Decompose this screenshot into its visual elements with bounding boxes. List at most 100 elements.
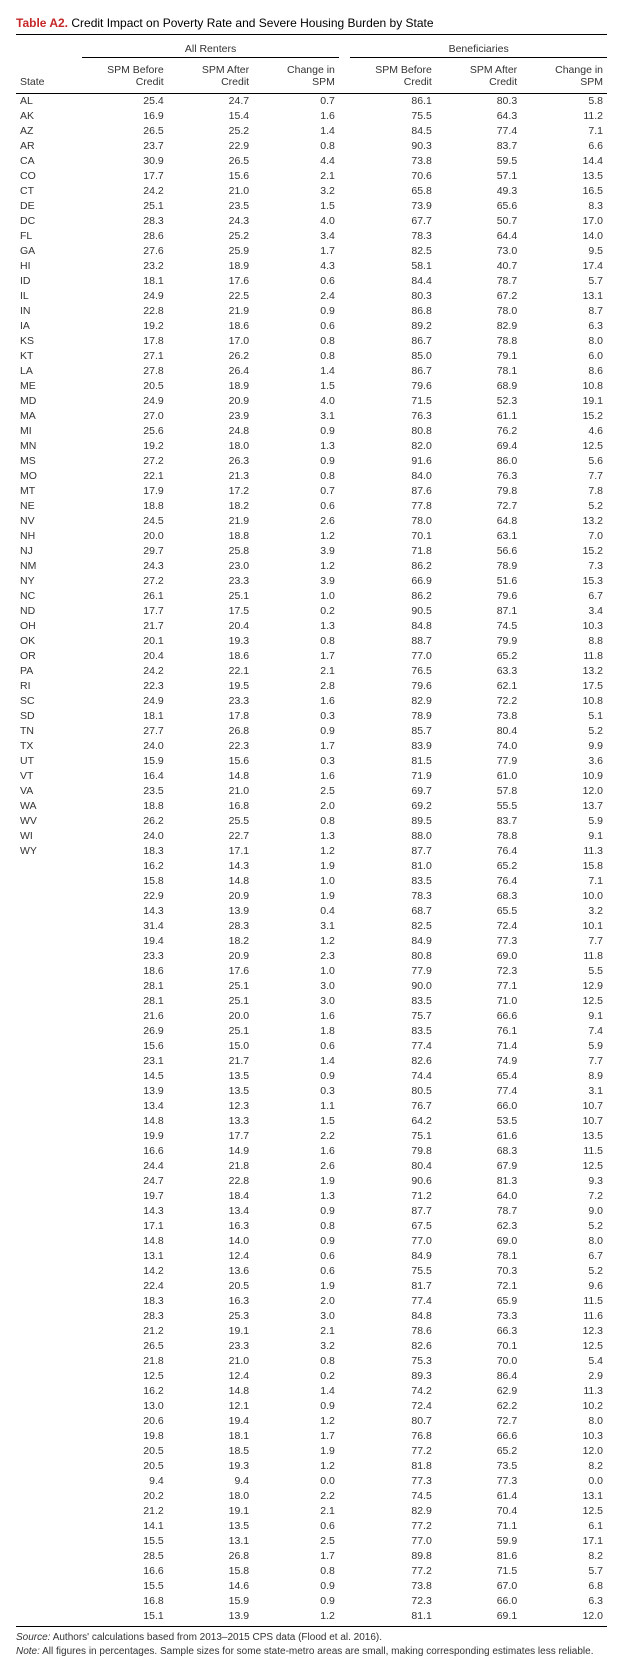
- cell-f: 13.2: [521, 514, 607, 529]
- cell-a: 26.5: [82, 124, 168, 139]
- cell-e: 76.2: [436, 424, 521, 439]
- cell-c: 0.6: [253, 1519, 339, 1534]
- cell-b: 17.7: [168, 1129, 253, 1144]
- cell-e: 73.0: [436, 244, 521, 259]
- cell-d: 85.0: [350, 349, 436, 364]
- cell-c: 4.0: [253, 214, 339, 229]
- table-row: 18.316.32.077.465.911.5: [16, 1294, 607, 1309]
- cell-f: 5.8: [521, 93, 607, 109]
- cell-state: VT: [16, 769, 82, 784]
- cell-a: 14.1: [82, 1519, 168, 1534]
- cell-e: 79.6: [436, 589, 521, 604]
- cell-b: 23.9: [168, 409, 253, 424]
- cell-d: 86.7: [350, 334, 436, 349]
- cell-f: 17.5: [521, 679, 607, 694]
- cell-e: 72.4: [436, 919, 521, 934]
- cell-f: 10.1: [521, 919, 607, 934]
- cell-c: 1.6: [253, 769, 339, 784]
- cell-state: WI: [16, 829, 82, 844]
- table-row: MD24.920.94.071.552.319.1: [16, 394, 607, 409]
- cell-c: 1.4: [253, 1384, 339, 1399]
- cell-state: [16, 1594, 82, 1609]
- cell-state: SD: [16, 709, 82, 724]
- cell-b: 18.2: [168, 499, 253, 514]
- cell-c: 4.0: [253, 394, 339, 409]
- cell-d: 83.5: [350, 1024, 436, 1039]
- cell-b: 13.9: [168, 904, 253, 919]
- cell-e: 73.8: [436, 709, 521, 724]
- table-row: IA19.218.60.689.282.96.3: [16, 319, 607, 334]
- cell-c: 2.1: [253, 664, 339, 679]
- cell-b: 21.9: [168, 304, 253, 319]
- cell-e: 70.4: [436, 1504, 521, 1519]
- cell-d: 86.2: [350, 589, 436, 604]
- cell-f: 12.9: [521, 979, 607, 994]
- cell-c: 2.4: [253, 289, 339, 304]
- cell-a: 22.1: [82, 469, 168, 484]
- cell-state: [16, 949, 82, 964]
- cell-f: 7.3: [521, 559, 607, 574]
- cell-state: [16, 1489, 82, 1504]
- cell-f: 6.8: [521, 1579, 607, 1594]
- cell-b: 26.2: [168, 349, 253, 364]
- cell-b: 20.9: [168, 949, 253, 964]
- cell-d: 76.5: [350, 664, 436, 679]
- cell-state: [16, 1534, 82, 1549]
- cell-e: 70.0: [436, 1354, 521, 1369]
- cell-a: 9.4: [82, 1474, 168, 1489]
- cell-c: 1.4: [253, 364, 339, 379]
- cell-state: [16, 1504, 82, 1519]
- cell-f: 10.3: [521, 619, 607, 634]
- cell-a: 16.9: [82, 109, 168, 124]
- cell-c: 0.8: [253, 814, 339, 829]
- table-row: 14.814.00.977.069.08.0: [16, 1234, 607, 1249]
- cell-c: 0.6: [253, 499, 339, 514]
- cell-f: 8.8: [521, 634, 607, 649]
- cell-f: 7.1: [521, 874, 607, 889]
- cell-a: 28.6: [82, 229, 168, 244]
- cell-a: 19.2: [82, 439, 168, 454]
- cell-a: 17.1: [82, 1219, 168, 1234]
- cell-f: 12.5: [521, 1504, 607, 1519]
- cell-e: 81.6: [436, 1549, 521, 1564]
- cell-e: 77.4: [436, 124, 521, 139]
- cell-c: 2.2: [253, 1489, 339, 1504]
- cell-e: 65.5: [436, 904, 521, 919]
- cell-f: 7.4: [521, 1024, 607, 1039]
- cell-b: 18.2: [168, 934, 253, 949]
- table-label: Table A2.: [16, 16, 68, 30]
- cell-e: 79.9: [436, 634, 521, 649]
- cell-d: 80.7: [350, 1414, 436, 1429]
- cell-b: 13.3: [168, 1114, 253, 1129]
- cell-e: 78.7: [436, 1204, 521, 1219]
- cell-f: 12.0: [521, 784, 607, 799]
- cell-a: 21.2: [82, 1504, 168, 1519]
- cell-state: [16, 904, 82, 919]
- cell-b: 21.0: [168, 1354, 253, 1369]
- cell-d: 71.8: [350, 544, 436, 559]
- cell-e: 63.3: [436, 664, 521, 679]
- cell-b: 21.9: [168, 514, 253, 529]
- cell-f: 3.4: [521, 604, 607, 619]
- table-row: NC26.125.11.086.279.66.7: [16, 589, 607, 604]
- cell-a: 14.8: [82, 1114, 168, 1129]
- cell-f: 10.8: [521, 694, 607, 709]
- cell-d: 87.7: [350, 1204, 436, 1219]
- cell-b: 20.4: [168, 619, 253, 634]
- table-row: CA30.926.54.473.859.514.4: [16, 154, 607, 169]
- table-row: 12.512.40.289.386.42.9: [16, 1369, 607, 1384]
- cell-e: 66.0: [436, 1594, 521, 1609]
- cell-d: 84.9: [350, 934, 436, 949]
- table-row: GA27.625.91.782.573.09.5: [16, 244, 607, 259]
- cell-e: 67.0: [436, 1579, 521, 1594]
- cell-f: 7.7: [521, 469, 607, 484]
- cell-c: 2.0: [253, 799, 339, 814]
- cell-c: 1.5: [253, 379, 339, 394]
- cell-a: 23.5: [82, 784, 168, 799]
- table-row: 15.113.91.281.169.112.0: [16, 1609, 607, 1627]
- cell-f: 15.2: [521, 544, 607, 559]
- cell-a: 27.6: [82, 244, 168, 259]
- table-row: 15.513.12.577.059.917.1: [16, 1534, 607, 1549]
- cell-b: 18.6: [168, 319, 253, 334]
- cell-b: 25.2: [168, 124, 253, 139]
